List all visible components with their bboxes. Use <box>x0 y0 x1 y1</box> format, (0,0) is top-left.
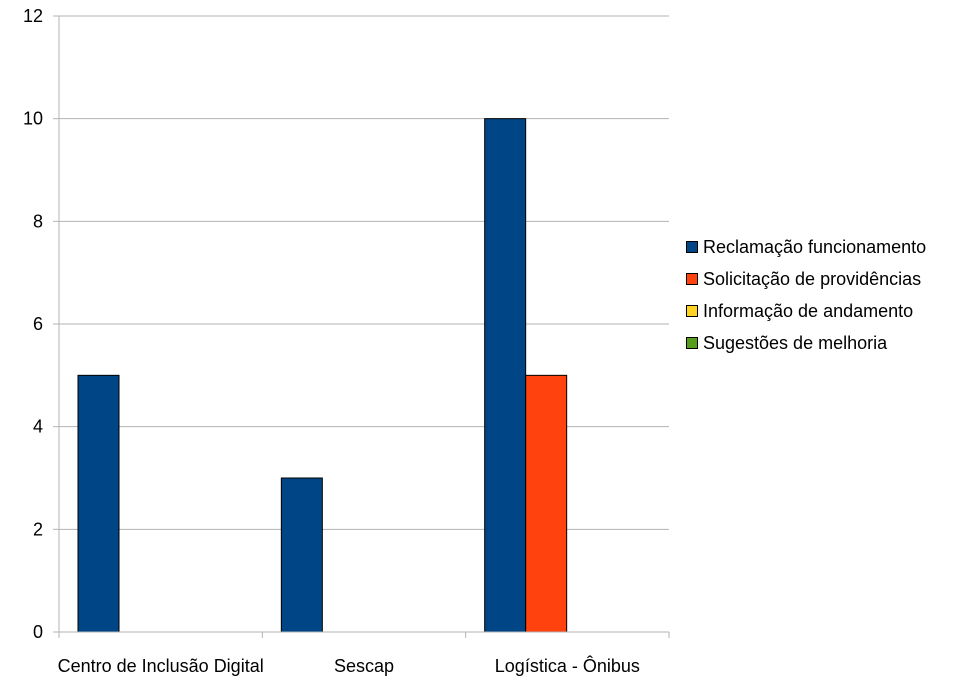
bar <box>77 374 120 633</box>
x-tick-label: Sescap <box>334 656 394 676</box>
bar <box>280 477 323 633</box>
gridlines <box>59 15 669 530</box>
legend-swatch <box>686 337 698 349</box>
bar <box>525 374 568 633</box>
legend-item: Informação de andamento <box>686 295 926 327</box>
legend-label: Reclamação funcionamento <box>703 237 927 257</box>
y-tick-label: 2 <box>33 519 43 539</box>
legend-swatch <box>686 241 698 253</box>
bars <box>77 118 568 633</box>
y-tick-label: 12 <box>23 6 43 26</box>
y-tick-label: 6 <box>33 314 43 334</box>
legend-item: Reclamação funcionamento <box>686 231 926 263</box>
y-tick-label: 0 <box>33 622 43 642</box>
x-tick-label: Logística - Ônibus <box>495 655 640 676</box>
legend-label: Informação de andamento <box>703 301 914 321</box>
y-tick-label: 8 <box>33 211 43 231</box>
legend-swatch <box>686 273 698 285</box>
bar <box>484 118 527 633</box>
legend-label: Sugestões de melhoria <box>703 333 888 353</box>
y-tick-label: 10 <box>23 109 43 129</box>
axes <box>53 15 670 638</box>
legend-swatch <box>686 305 698 317</box>
legend-item: Solicitação de providências <box>686 263 926 295</box>
legend: Reclamação funcionamento Solicitação de p… <box>686 231 926 359</box>
tick-labels: 0 2 4 6 8 10 12 Centro de Inclusão Digital Sesca… <box>23 6 640 676</box>
legend-item: Sugestões de melhoria <box>686 327 926 359</box>
legend-label: Solicitação de providências <box>703 269 922 289</box>
x-tick-label: Centro de Inclusão Digital <box>58 656 264 676</box>
y-tick-label: 4 <box>33 417 43 437</box>
